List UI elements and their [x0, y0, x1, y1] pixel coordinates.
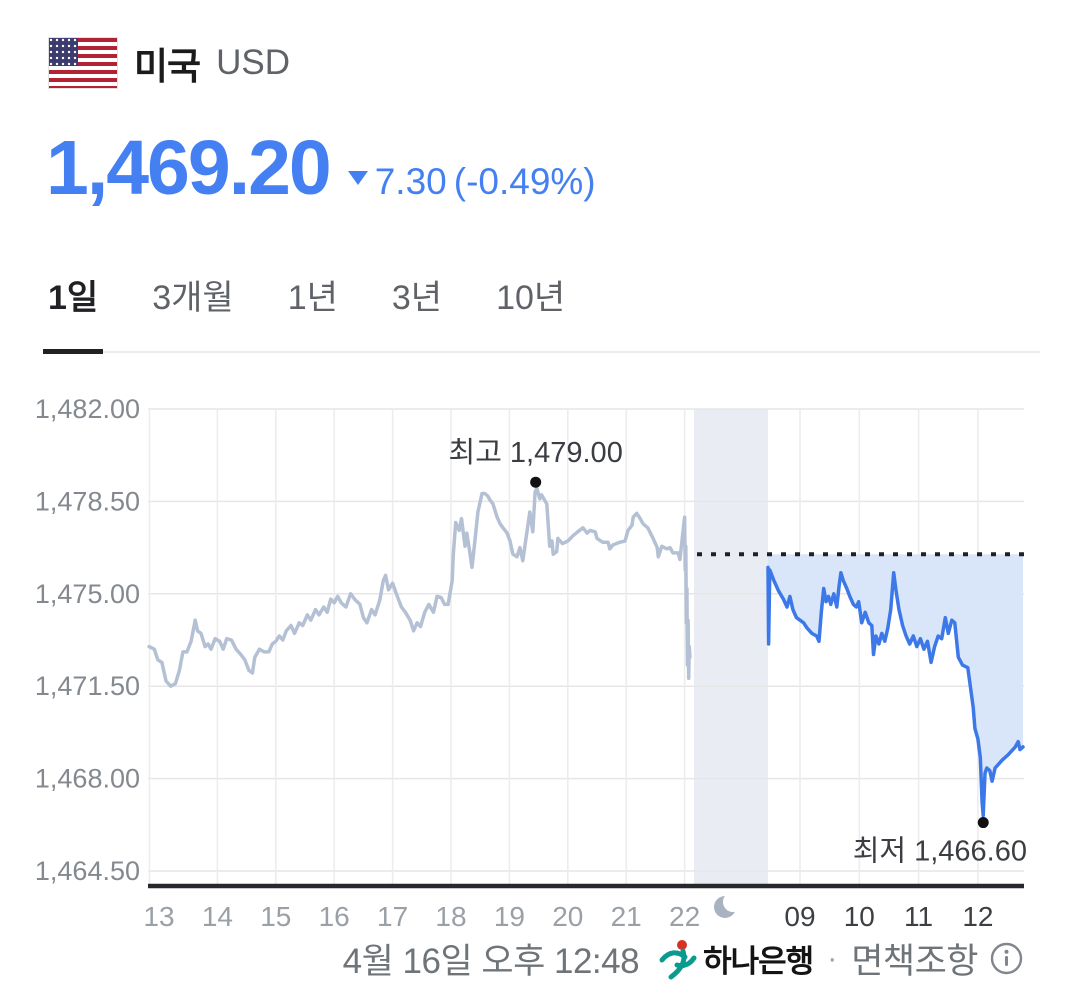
down-triangle-icon [347, 171, 368, 185]
price-change: 7.30 (-0.49%) [347, 161, 596, 203]
tab-1day[interactable]: 1일 [43, 266, 104, 354]
high-annotation: 최고 1,479.00 [449, 437, 623, 469]
y-axis-label: 1,468.00 [35, 764, 140, 794]
high-dot [530, 476, 542, 488]
hana-bank-logo-icon [659, 939, 697, 979]
x-axis-label-today: 11 [904, 901, 933, 932]
currency-code: USD [216, 43, 290, 82]
x-axis-label-prev: 22 [669, 901, 700, 932]
info-button[interactable] [990, 942, 1023, 975]
separator-dot: · [827, 941, 838, 975]
x-axis-label-prev: 15 [260, 901, 291, 932]
x-axis-label-today: 12 [962, 901, 993, 932]
source-name: 하나은행 [703, 944, 814, 979]
info-circle-icon [990, 942, 1023, 975]
tab-3months[interactable]: 3개월 [147, 266, 238, 351]
x-axis-label-prev: 20 [552, 901, 583, 932]
x-axis-label-today: 10 [844, 901, 875, 932]
x-axis-label-prev: 21 [611, 901, 642, 932]
y-axis-label: 1,471.50 [35, 671, 140, 701]
change-value: 7.30 [374, 161, 447, 202]
low-dot [977, 817, 989, 829]
x-axis-label-prev: 13 [143, 901, 174, 932]
country-label: 미국 [134, 46, 201, 87]
x-axis-label-prev: 17 [377, 901, 408, 932]
y-axis-label: 1,464.50 [35, 856, 140, 886]
intraday-chart[interactable]: 1,482.00 1,478.50 1,475.00 1,471.50 1,468.00… [0, 385, 1079, 940]
disclaimer-link[interactable]: 면책조항 [851, 942, 978, 981]
tab-10years[interactable]: 10년 [491, 266, 570, 351]
change-percent: (-0.49%) [453, 161, 596, 202]
timestamp: 4월 16일 오후 12:48 [342, 942, 640, 981]
x-axis-label-today: 09 [784, 901, 815, 932]
y-axis-label: 1,475.00 [35, 579, 140, 609]
us-flag-icon [48, 37, 118, 89]
y-axis-label: 1,482.00 [35, 394, 140, 424]
price-row: 1,469.20 7.30 (-0.49%) [46, 124, 596, 213]
data-source: 하나은행 [657, 936, 814, 982]
x-axis-label-prev: 16 [319, 901, 350, 932]
moon-crescent-cutout [723, 892, 743, 912]
today-deficit-fill [768, 554, 1023, 816]
current-price: 1,469.20 [46, 125, 332, 211]
low-annotation: 최저 1,466.60 [853, 836, 1027, 868]
tab-1year[interactable]: 1년 [283, 266, 343, 351]
x-axis-label-prev: 14 [202, 901, 233, 932]
footer: 4월 16일 오후 12:48 하나은행 · 면책조항 [0, 933, 1079, 984]
y-axis-label: 1,478.50 [35, 486, 140, 516]
prev-day-line [147, 486, 692, 688]
x-axis-label-prev: 18 [435, 901, 466, 932]
period-tabs: 1일 3개월 1년 3년 10년 [43, 266, 1040, 354]
x-axis-label-prev: 19 [494, 901, 525, 932]
header: 미국 USD [48, 36, 290, 90]
tab-3years[interactable]: 3년 [387, 266, 447, 351]
night-session-band [694, 409, 768, 886]
today-line [766, 565, 1025, 818]
